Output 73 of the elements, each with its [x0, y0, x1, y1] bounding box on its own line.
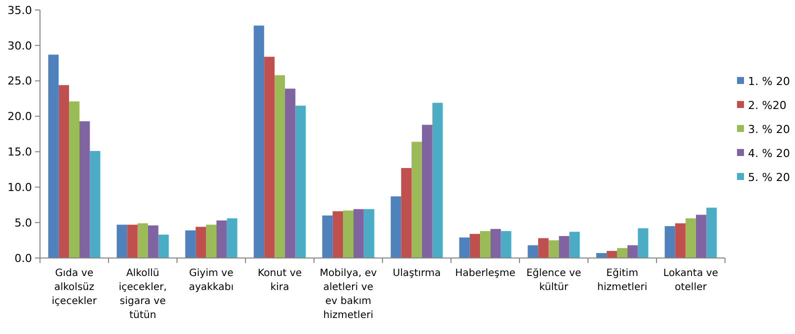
bar [459, 237, 470, 258]
bar [226, 218, 238, 258]
bar [364, 209, 374, 258]
legend-label: 2. %20 [748, 98, 786, 112]
bar [569, 232, 580, 258]
bar [90, 151, 100, 258]
x-tick-label: Haberleşme [455, 268, 516, 279]
legend-label: 4. % 20 [748, 146, 790, 160]
bar [548, 240, 559, 258]
x-tick-label: Lokanta ve oteller [663, 268, 718, 293]
y-tick-label: 20.0 [8, 110, 32, 124]
bar [696, 214, 706, 258]
y-tick-label: 10.0 [8, 180, 32, 194]
bar [500, 231, 512, 258]
bar [138, 223, 148, 258]
bar [274, 75, 285, 258]
bar [675, 223, 686, 258]
x-tick-label: Giyim ve ayakkabı [188, 268, 234, 293]
x-tick-label: Konut ve kira [258, 268, 302, 293]
bar [69, 101, 80, 258]
bar [116, 224, 128, 258]
bar [596, 253, 607, 258]
bar [353, 209, 364, 258]
bar [617, 248, 628, 258]
y-tick-label: 0.0 [14, 252, 32, 265]
legend-label: 1. % 20 [748, 74, 790, 88]
y-tick-label: 30.0 [8, 39, 32, 52]
bar [216, 220, 227, 258]
bar [48, 54, 59, 258]
bar [185, 230, 196, 258]
y-tick-label: 5.0 [14, 216, 32, 230]
bar [480, 231, 490, 258]
bar [606, 250, 618, 258]
x-tick-label: Ulaştırma [392, 268, 441, 279]
y-tick-label: 35.0 [8, 4, 32, 17]
x-tick-label: Eğitim hizmetleri [597, 268, 648, 293]
bar [390, 196, 402, 258]
bar [196, 226, 206, 258]
x-tick-label: Gıda ve alkolsüz içecekler [52, 268, 98, 307]
bar [422, 124, 432, 258]
bar [490, 228, 501, 258]
bar [58, 85, 70, 258]
bar [295, 106, 306, 258]
y-tick-label: 15.0 [8, 146, 32, 159]
x-tick-label: Alkollü içecekler, sigara ve tütün [118, 268, 167, 321]
x-tick-label: Eğlence ve kültür [526, 268, 582, 293]
x-tick-label: Mobilya, ev aletleri ve ev bakım hizmetleri [320, 268, 377, 321]
bar [343, 210, 354, 258]
bar [148, 225, 158, 258]
bar [470, 234, 480, 258]
bar [528, 245, 538, 258]
bar [538, 238, 549, 258]
bar [264, 56, 275, 258]
bar [79, 121, 90, 258]
bar [284, 88, 296, 258]
bar [254, 26, 264, 258]
bar [432, 102, 443, 258]
y-tick-label: 25.0 [8, 74, 32, 88]
bar [322, 215, 333, 258]
bar [638, 228, 648, 258]
bar [686, 218, 696, 258]
bar [627, 245, 638, 258]
bar [401, 168, 412, 258]
legend-label: 3. % 20 [748, 122, 790, 136]
bar [412, 142, 422, 258]
bar [664, 226, 676, 258]
bar [206, 224, 216, 258]
bar [706, 208, 717, 258]
bar [158, 234, 169, 258]
bar [558, 236, 570, 258]
bar [332, 211, 344, 258]
bar [127, 224, 138, 258]
legend-label: 5. % 20 [748, 170, 790, 184]
